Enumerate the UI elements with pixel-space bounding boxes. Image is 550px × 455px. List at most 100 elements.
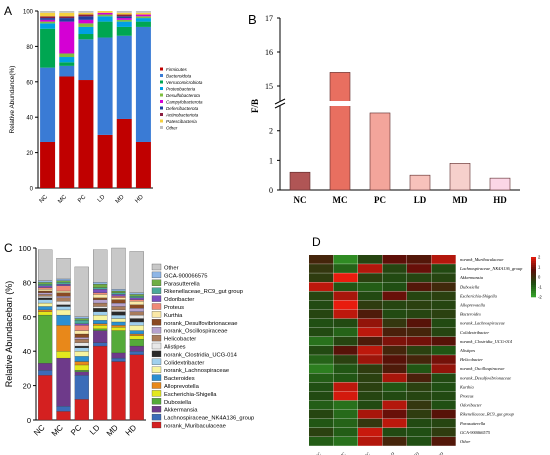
heatmap-cell-gca-900066575-ld — [382, 427, 407, 437]
legend-label: norank_Muribaculaceae — [164, 424, 226, 430]
colorbar-segment — [531, 265, 536, 268]
heatmap-cell-norank-desulfovibrionaceae-mc — [333, 373, 358, 383]
legend-label: norank_Clostridia_UCG-014 — [164, 352, 238, 358]
bar-segment-ld-helicobacter — [93, 302, 108, 307]
heatmap-cell-colidextribacter-hd — [431, 327, 456, 337]
heatmap-cell-other-md — [407, 437, 432, 446]
bar-segment-ld-norank-clostridia-ucg-014 — [93, 308, 108, 312]
bar-segment-mc-gca-900066575 — [56, 278, 71, 281]
bar-segment-pc-dubosiella — [74, 369, 89, 372]
bar-segment-mc-escherichia-shigella — [56, 351, 71, 359]
colorbar-segment — [531, 263, 536, 266]
y-axis-label: F/B — [250, 99, 260, 113]
heatmap-cell-dubosiella-pc — [358, 282, 383, 292]
bar-segment-pc-norank-clostridia-ucg-014 — [74, 345, 89, 348]
colorbar-segment — [531, 273, 536, 276]
bar-segment-mc-colidextribacter — [56, 306, 71, 311]
bar-segment-hd-dubosiella — [129, 339, 144, 347]
heatmap-cell-gca-900066575-nc — [309, 427, 334, 437]
colorbar-segment — [531, 261, 536, 264]
heatmap-cell-helicobacter-pc — [358, 355, 383, 364]
bar-segment-pc-lachnospiraceae-nk4a136-group — [74, 375, 89, 400]
heatmap-cell-rikenellaceae-rc9-gut-group-ld — [382, 409, 407, 419]
bar-segment-ld-parasutterella — [93, 283, 108, 288]
bar-segment-ld-kurthia — [93, 294, 108, 299]
legend-label: Other — [166, 125, 178, 130]
heatmap-cell-colidextribacter-pc — [358, 327, 383, 337]
colorbar-segment — [531, 289, 536, 292]
heatmap-row-label: norank_Desulfovibrionaceae — [460, 375, 511, 380]
bar-segment-ld-patescibacteria — [97, 11, 113, 13]
bar-segment-pc-norank-muribaculaceae — [74, 399, 89, 421]
heatmap-cell-alistipes-mc — [333, 346, 358, 355]
legend-label: Colidextribacter — [164, 360, 204, 366]
colorbar-tick-label: -2 — [538, 295, 542, 300]
legend-label: Verrucomicrobiota — [166, 80, 203, 85]
bar-segment-pc-other — [78, 11, 94, 13]
panel-b: B 0 1 2 15 16 17 F/B NC MC PC LD MD HD — [248, 12, 522, 205]
x-tick-label: HD — [493, 195, 507, 205]
bar-segment-md-proteus — [111, 296, 126, 299]
panel-letter: C — [4, 241, 13, 255]
legend-swatch — [151, 382, 162, 389]
legend-label: Lachnospiraceae_NK4A136_group — [164, 416, 254, 422]
colorbar-segment — [531, 295, 536, 298]
y-tick-label: 15 — [265, 82, 273, 91]
bar-segment-md-alistipes — [111, 309, 126, 312]
legend-swatch — [151, 327, 162, 334]
legend-label: Parasutterella — [164, 281, 201, 287]
bar-ld — [409, 174, 431, 191]
colorbar-tick-label: 1 — [538, 265, 541, 270]
bar-segment-ld-alloprevotella — [93, 323, 108, 326]
legend-label: Actinobacteriota — [165, 112, 199, 117]
bar-segment-hd-bacteroides — [129, 330, 144, 335]
bar-segment-md-norank-clostridia-ucg-014 — [111, 311, 126, 316]
bar-segment-ld-bacteroides — [93, 320, 108, 324]
bar-segment-md-escherichia-shigella — [111, 326, 126, 331]
heatmap-cell-bacteroides-mc — [333, 309, 358, 319]
bar-segment-pc-helicobacter — [74, 339, 89, 343]
heatmap-cell-odoribacter-ld — [382, 400, 407, 410]
bar-segment-md-odoribacter — [111, 294, 126, 297]
bar-segment-ld-firmicutes — [97, 134, 113, 188]
heatmap-cell-alistipes-md — [407, 346, 432, 355]
bar-segment-pc-bacteroidota — [78, 39, 94, 81]
y-tick-label: 2 — [269, 127, 273, 136]
heatmap-cell-lachnospiraceae-nk4a136-group-mc — [333, 264, 358, 273]
heatmap-cell-proteus-hd — [431, 391, 456, 401]
bar-segment-nc-helicobacter — [38, 294, 53, 297]
bar-segment-nc-actinobacteriota — [40, 16, 56, 19]
bar-segment-nc-gca-900066575 — [38, 280, 53, 283]
legend-label: Deferribacterota — [166, 106, 199, 111]
bar-segment-md-colidextribacter — [111, 314, 126, 319]
bar-segment-md-helicobacter — [111, 306, 126, 311]
heatmap-cell-alloprevotella-md — [407, 300, 432, 310]
bar-segment-nc-norank-desulfovibrionaceae — [38, 290, 53, 293]
bar-segment-mc-deferribacterota — [59, 18, 75, 22]
heatmap-cell-kurthia-pc — [358, 382, 383, 392]
colorbar-segment — [531, 257, 536, 260]
heatmap-row-label: norank_Muribaculaceae — [460, 257, 503, 262]
bar-segment-ld-proteobacteria — [97, 16, 113, 22]
bar-segment-nc-akkermansia — [38, 363, 53, 371]
legend-label: Alistipes — [164, 345, 186, 351]
bar-segment-nc-bacteroidota — [40, 67, 56, 142]
bar-segment-mc-bacteroidota — [59, 65, 75, 77]
legend-label: Alloprevotella — [164, 384, 200, 390]
bar-segment-nc-verrucomicrobiota — [40, 28, 56, 68]
heatmap-row-label: Kurthia — [459, 384, 474, 389]
y-tick-label: 1 — [269, 156, 273, 165]
heatmap-cell-rikenellaceae-rc9-gut-group-pc — [358, 409, 383, 419]
bar-segment-pc-actinobacteriota — [78, 14, 94, 17]
legend-swatch — [151, 390, 162, 397]
colorbar-segment — [531, 275, 536, 278]
bar-segment-pc-norank-oscillospiraceae — [74, 337, 89, 340]
bar-segment-md-verrucomicrobiota — [116, 26, 132, 36]
colorbar-segment — [531, 279, 536, 282]
legend-label: Bacteroides — [164, 376, 195, 382]
legend-label: Akkermansia — [164, 408, 198, 414]
y-axis-label: Relative Abundance(%) — [9, 66, 16, 134]
heatmap-cell-gca-900066575-md — [407, 427, 432, 437]
legend-swatch — [151, 295, 162, 302]
bar-segment-ld-gca-900066575 — [93, 282, 108, 285]
